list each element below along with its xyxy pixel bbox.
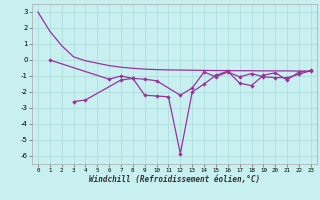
- X-axis label: Windchill (Refroidissement éolien,°C): Windchill (Refroidissement éolien,°C): [89, 175, 260, 184]
